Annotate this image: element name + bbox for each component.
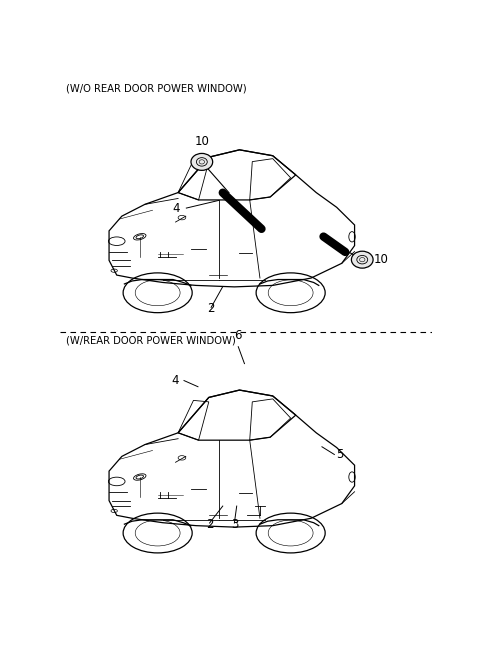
Text: 2: 2 [207, 302, 215, 315]
Text: 6: 6 [235, 329, 242, 342]
Text: (W/O REAR DOOR POWER WINDOW): (W/O REAR DOOR POWER WINDOW) [66, 83, 247, 93]
Text: 10: 10 [194, 135, 209, 148]
Text: 3: 3 [231, 518, 238, 531]
Text: 5: 5 [336, 448, 343, 461]
Ellipse shape [191, 154, 213, 171]
Text: 10: 10 [374, 253, 389, 266]
Text: 2: 2 [206, 518, 213, 531]
Text: 4: 4 [172, 201, 180, 215]
Text: (W/REAR DOOR POWER WINDOW): (W/REAR DOOR POWER WINDOW) [66, 335, 236, 345]
Ellipse shape [351, 251, 373, 268]
Text: 4: 4 [171, 374, 179, 387]
